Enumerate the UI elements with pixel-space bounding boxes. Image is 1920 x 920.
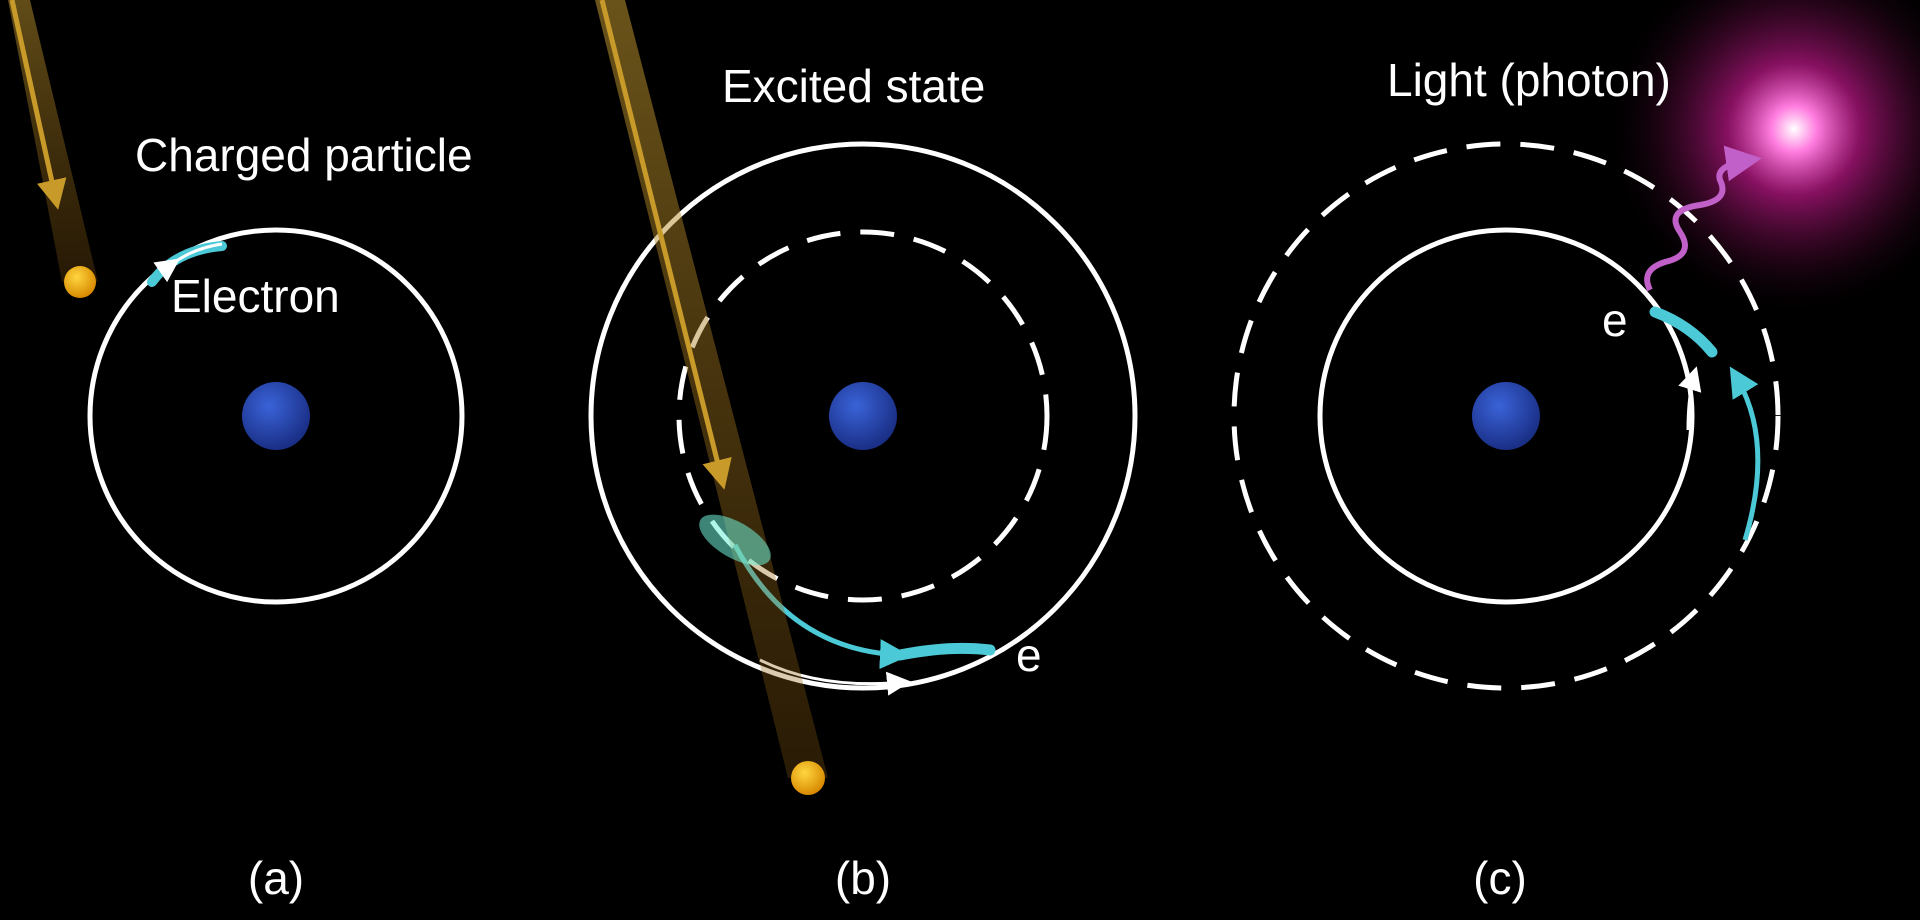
- panel-b: Excited state e (b): [591, 0, 1135, 904]
- panel-label: (b): [835, 852, 891, 904]
- nucleus: [1472, 382, 1540, 450]
- panel-label: (a): [248, 852, 304, 904]
- nucleus: [242, 382, 310, 450]
- label: Excited state: [722, 60, 985, 112]
- label: Charged particle: [135, 129, 473, 181]
- charged-particle: [791, 761, 825, 795]
- label: e: [1016, 629, 1042, 681]
- panel-label: (c): [1473, 852, 1527, 904]
- electron: [900, 648, 990, 655]
- particle-path: [602, 0, 722, 480]
- label: Light (photon): [1387, 54, 1671, 106]
- panel-c: Light (photon) e (c): [1234, 0, 1920, 904]
- nucleus: [829, 382, 897, 450]
- label: e: [1602, 294, 1628, 346]
- electron-path: [1735, 375, 1758, 540]
- electron: [1655, 312, 1712, 352]
- diagram: Charged particle Electron (a) Excited st…: [0, 0, 1920, 920]
- label: Electron: [171, 270, 340, 322]
- charged-particle: [64, 266, 96, 298]
- panel-a: Charged particle Electron (a): [8, 0, 473, 904]
